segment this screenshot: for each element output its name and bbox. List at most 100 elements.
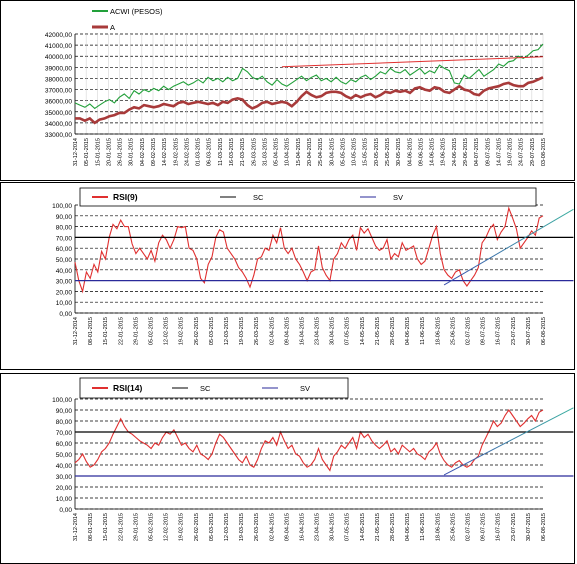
x-tick-label: 11-06-2015: [420, 513, 426, 541]
legend-label: RSI(14): [113, 383, 142, 393]
legend-label: ACWI (PESOS): [110, 7, 163, 16]
trendline: [443, 407, 574, 476]
x-tick-label: 30-01-2015: [129, 138, 135, 166]
x-tick-label: 29-06-2015: [463, 138, 469, 166]
x-tick-label: 04-06-2015: [405, 317, 411, 345]
x-tick-label: 02-04-2015: [269, 317, 275, 345]
x-tick-label: 01-03-2015: [196, 138, 202, 166]
x-tick-label: 26-03-2015: [254, 317, 260, 345]
rsi9-chart-panel: 100,00 90,00 80,00 70,00 60,00 50,00 40,00 30,0…: [0, 182, 577, 370]
y-tick-label: 70,00: [56, 235, 73, 242]
x-tick-label: 09-07-2015: [485, 138, 491, 166]
x-tick-label: 24-06-2015: [452, 138, 458, 166]
x-tick-label: 16-07-2015: [496, 317, 502, 345]
y-tick-label: 30,00: [56, 474, 73, 481]
series-line-0: [74, 409, 544, 472]
x-tick-label: 08-01-2015: [88, 317, 94, 345]
x-tick-label: 02-07-2015: [466, 317, 472, 345]
rsi14-chart-panel: 100,00 90,00 80,00 70,00 60,00 50,00 40,00 30,0…: [0, 373, 577, 564]
x-tick-label: 31-12-2014: [73, 138, 79, 166]
x-tick-label: 09-04-2015: [284, 317, 290, 345]
x-tick-label: 16-04-2015: [299, 317, 305, 345]
x-tick-label: 28-05-2015: [390, 317, 396, 345]
price-chart-frame: [0, 0, 575, 181]
trendline: [443, 208, 574, 286]
y-tick-label: 80,00: [56, 419, 73, 426]
x-tick-label: 19-03-2015: [239, 317, 245, 345]
y-tick-label: 33000,00: [45, 132, 72, 139]
legend-label: RSI(9): [113, 192, 138, 202]
y-tick-label: 0,00: [59, 311, 72, 318]
x-tick-label: 04-06-2015: [405, 513, 411, 541]
x-tick-label: 15-05-2015: [363, 138, 369, 166]
x-tick-label: 19-06-2015: [441, 138, 447, 166]
x-tick-label: 22-01-2015: [118, 317, 124, 345]
y-tick-label: 0,00: [59, 507, 72, 514]
x-tick-label: 29-07-2015: [530, 138, 536, 166]
x-tick-label: 16-04-2015: [299, 513, 305, 541]
x-tick-label: 05-04-2015: [274, 138, 280, 166]
y-tick-label: 40,00: [56, 268, 73, 275]
rsi14-chart: 100,00 90,00 80,00 70,00 60,00 50,00 40,00 30,0…: [52, 377, 574, 541]
x-tick-label: 25-06-2015: [450, 513, 456, 541]
x-tick-label: 19-07-2015: [508, 138, 514, 166]
x-tick-label: 26-03-2015: [251, 138, 257, 166]
x-tick-label: 15-01-2015: [103, 317, 109, 345]
y-tick-label: 50,00: [56, 257, 73, 264]
x-tick-label: 24-02-2015: [184, 138, 190, 166]
x-tick-label: 23-04-2015: [315, 317, 321, 345]
x-tick-label: 21-05-2015: [375, 513, 381, 541]
y-tick-label: 80,00: [56, 225, 73, 232]
x-tick-label: 09-07-2015: [481, 513, 487, 541]
rsi9-chart-frame: [0, 182, 575, 370]
x-tick-label: 09-06-2015: [418, 138, 424, 166]
x-tick-label: 11-03-2015: [218, 138, 224, 166]
x-tick-label: 30-04-2015: [330, 513, 336, 541]
trendline: [281, 56, 544, 68]
x-tick-label: 31-12-2014: [73, 317, 79, 345]
legend-box: [79, 377, 349, 399]
y-tick-label: 60,00: [56, 246, 73, 253]
x-tick-label: 29-01-2015: [133, 513, 139, 541]
y-tick-label: 100,00: [52, 397, 72, 404]
series-line-0: [74, 43, 544, 110]
x-tick-label: 25-05-2015: [385, 138, 391, 166]
y-tick-label: 20,00: [56, 289, 73, 296]
y-tick-label: 34000,00: [45, 121, 72, 128]
grid: [75, 204, 543, 314]
x-tick-label: 19-02-2015: [179, 513, 185, 541]
x-tick-label: 12-02-2015: [164, 513, 170, 541]
x-tick-label: 05-02-2015: [148, 513, 154, 541]
x-tick-label: 07-05-2015: [345, 317, 351, 345]
x-tick-label: 19-02-2015: [179, 317, 185, 345]
price-chart-panel: 42000,00 41000,00 40000,00 39000,00 38000,00…: [0, 0, 577, 181]
x-tick-label: 12-02-2015: [164, 317, 170, 345]
x-tick-label: 05-01-2015: [84, 138, 90, 166]
x-tick-label: 15-01-2015: [95, 138, 101, 166]
y-tick-label: 35000,00: [45, 110, 72, 117]
x-tick-label: 10-05-2015: [352, 138, 358, 166]
x-tick-label: 20-05-2015: [374, 138, 380, 166]
y-tick-label: 70,00: [56, 430, 73, 437]
x-tick-label: 19-03-2015: [239, 513, 245, 541]
y-tick-label: 39000,00: [45, 65, 72, 72]
legend-label: SV: [300, 384, 310, 393]
grid: [74, 33, 544, 135]
x-tick-label: 12-03-2015: [224, 513, 230, 541]
y-tick-label: 90,00: [56, 214, 73, 221]
x-tick-label: 25-06-2015: [450, 317, 456, 345]
x-tick-label: 14-05-2015: [360, 317, 366, 345]
x-tick-label: 21-05-2015: [375, 317, 381, 345]
y-tick-label: 40,00: [56, 463, 73, 470]
y-tick-label: 60,00: [56, 441, 73, 448]
legend-label: SV: [393, 193, 403, 202]
x-tick-label: 26-03-2015: [254, 513, 260, 541]
x-tick-label: 08-01-2015: [88, 513, 94, 541]
x-tick-label: 31-12-2014: [73, 513, 79, 541]
x-tick-label: 15-04-2015: [296, 138, 302, 166]
x-tick-label: 26-02-2015: [194, 513, 200, 541]
x-tick-label: 06-03-2015: [207, 138, 213, 166]
y-tick-label: 10,00: [56, 300, 73, 307]
x-tick-label: 28-05-2015: [390, 513, 396, 541]
grid: [75, 398, 543, 510]
